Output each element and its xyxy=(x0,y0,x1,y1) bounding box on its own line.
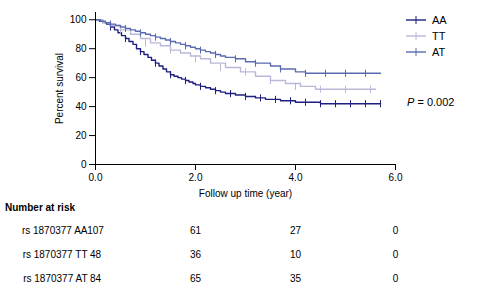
svg-text:35: 35 xyxy=(290,273,302,284)
svg-text:0: 0 xyxy=(393,249,399,260)
svg-text:10: 10 xyxy=(290,249,302,260)
svg-text:Follow up time (year): Follow up time (year) xyxy=(199,188,292,199)
svg-text:6.0: 6.0 xyxy=(389,172,403,183)
svg-text:27: 27 xyxy=(290,225,302,236)
svg-text:rs 1870377 TT: rs 1870377 TT xyxy=(23,249,88,260)
svg-text:36: 36 xyxy=(190,249,202,260)
svg-text:40: 40 xyxy=(75,101,87,112)
svg-text:0: 0 xyxy=(81,159,87,170)
html-text:AT: AT xyxy=(432,46,446,58)
svg-text:0.0: 0.0 xyxy=(89,172,103,183)
svg-text:Percent survival: Percent survival xyxy=(54,53,65,124)
svg-text:0: 0 xyxy=(393,273,399,284)
html-text:P = 0.002: P = 0.002 xyxy=(407,96,455,108)
html-text:TT: TT xyxy=(432,30,446,42)
svg-text:48: 48 xyxy=(90,249,102,260)
svg-text:60: 60 xyxy=(75,72,87,83)
html-text:Number at risk: Number at risk xyxy=(5,202,75,213)
svg-text:0: 0 xyxy=(393,225,399,236)
svg-text:84: 84 xyxy=(90,273,102,284)
svg-text:107: 107 xyxy=(87,225,104,236)
svg-text:65: 65 xyxy=(190,273,202,284)
svg-text:rs 1870377 AA: rs 1870377 AA xyxy=(22,225,88,236)
svg-text:61: 61 xyxy=(190,225,202,236)
svg-text:2.0: 2.0 xyxy=(189,172,203,183)
svg-text:100: 100 xyxy=(70,14,87,25)
svg-text:4.0: 4.0 xyxy=(289,172,303,183)
svg-text:20: 20 xyxy=(75,130,87,141)
svg-text:rs 1870377 AT: rs 1870377 AT xyxy=(23,273,87,284)
html-text:AA: AA xyxy=(432,14,447,26)
svg-text:80: 80 xyxy=(75,43,87,54)
